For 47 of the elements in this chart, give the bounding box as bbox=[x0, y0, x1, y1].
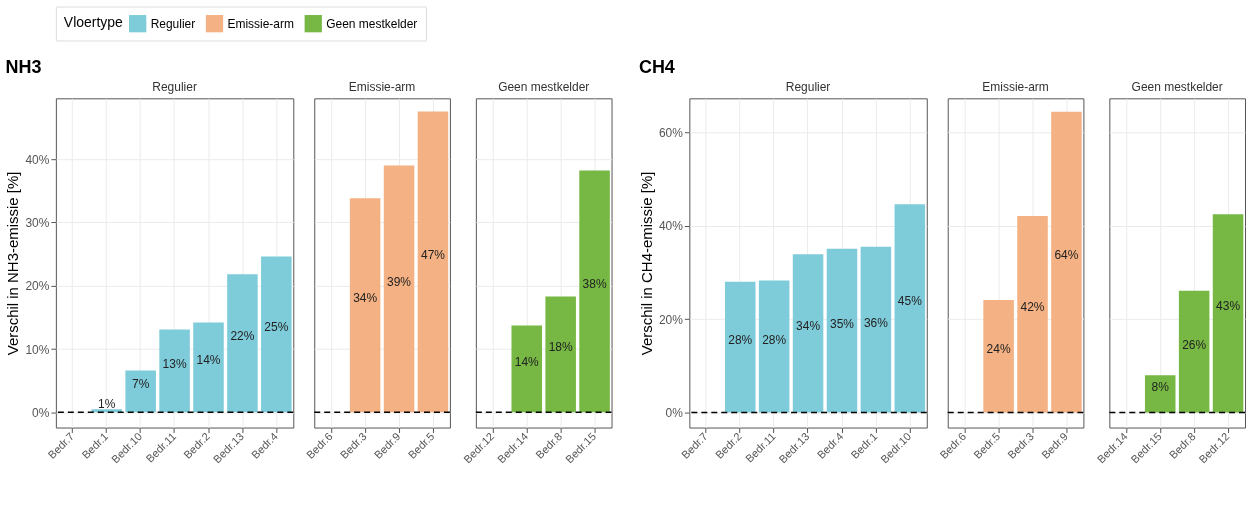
data-label: 26% bbox=[1182, 337, 1207, 352]
text: Emissie-arm bbox=[348, 80, 416, 95]
data-label: 1% bbox=[98, 396, 116, 411]
y-axis-title: Verschil in NH3-emissie [%] bbox=[4, 171, 22, 356]
data-label: 34% bbox=[353, 291, 378, 306]
chart-title: CH4 bbox=[638, 56, 675, 77]
y-tick-label: 60% bbox=[658, 125, 684, 140]
text: Geen mestkelder bbox=[1131, 80, 1223, 95]
data-label: 64% bbox=[1054, 248, 1079, 263]
data-label: 35% bbox=[830, 316, 855, 331]
y-tick-label: 0% bbox=[665, 406, 684, 421]
data-label: 28% bbox=[728, 333, 753, 348]
data-label: 24% bbox=[986, 342, 1011, 357]
data-label: 14% bbox=[196, 353, 221, 368]
y-tick-label: 30% bbox=[25, 215, 50, 230]
data-label: 22% bbox=[230, 329, 255, 344]
series-label: Emissie-arm bbox=[982, 80, 1049, 95]
data-label: 34% bbox=[796, 319, 821, 334]
data-label: 42% bbox=[1020, 300, 1045, 315]
y-axis-title: Verschil in CH4-emissie [%] bbox=[637, 171, 655, 356]
legend-title: Vloertype bbox=[63, 14, 124, 31]
data-label: 36% bbox=[863, 315, 889, 330]
legend-label: Regulier bbox=[150, 16, 196, 31]
y-tick-label: 40% bbox=[658, 219, 684, 234]
y-tick-label: 20% bbox=[25, 279, 50, 294]
data-label: 18% bbox=[548, 340, 573, 355]
chart-title: NH3 bbox=[5, 56, 42, 77]
legend-label: Emissie-arm bbox=[227, 16, 294, 31]
data-label: 47% bbox=[420, 247, 446, 262]
text: Regulier bbox=[785, 80, 831, 95]
text: Regulier bbox=[152, 80, 197, 95]
y-tick-label: 0% bbox=[32, 405, 50, 420]
legend-label: Geen mestkelder bbox=[326, 16, 418, 31]
data-label: 8% bbox=[1151, 379, 1170, 394]
data-label: 39% bbox=[387, 274, 412, 289]
text: Geen mestkelder bbox=[498, 80, 590, 95]
y-tick-label: 40% bbox=[25, 152, 50, 167]
data-label: 7% bbox=[132, 377, 150, 392]
data-label: 13% bbox=[162, 356, 187, 371]
data-label: 43% bbox=[1216, 299, 1241, 314]
data-label: 45% bbox=[897, 294, 923, 309]
y-tick-label: 20% bbox=[658, 312, 684, 327]
y-tick-label: 10% bbox=[25, 342, 50, 357]
data-label: 25% bbox=[264, 320, 289, 335]
data-label: 28% bbox=[762, 332, 787, 347]
data-label: 38% bbox=[582, 277, 607, 292]
data-label: 14% bbox=[514, 354, 540, 369]
